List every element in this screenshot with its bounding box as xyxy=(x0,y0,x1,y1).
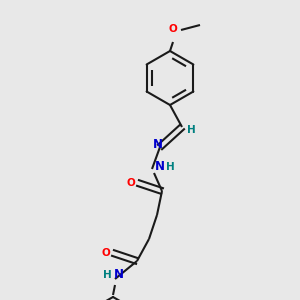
Text: N: N xyxy=(114,268,124,281)
Text: O: O xyxy=(127,178,135,188)
Text: H: H xyxy=(166,162,174,172)
Text: H: H xyxy=(187,125,195,135)
Text: N: N xyxy=(153,139,163,152)
Text: H: H xyxy=(103,270,111,280)
Text: O: O xyxy=(102,248,110,258)
Text: N: N xyxy=(155,160,165,173)
Text: O: O xyxy=(169,24,177,34)
